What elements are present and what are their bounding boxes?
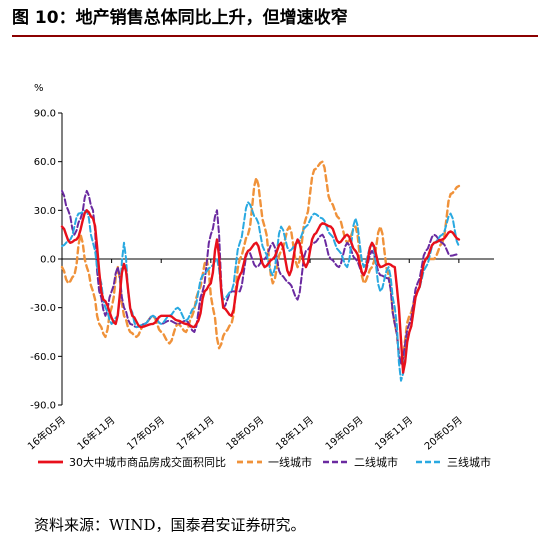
x-tick-label: 20年05月 [422, 413, 465, 452]
y-tick-label: 90.0 [34, 109, 56, 120]
x-tick-label: 17年11月 [174, 413, 217, 452]
y-tick-label: 0.0 [40, 255, 56, 266]
chart-series [60, 160, 461, 382]
y-tick-label: -30.0 [30, 303, 56, 314]
chart-legend: 30大中城市商品房成交面积同比 一线城市 二线城市 三线城市 [38, 455, 491, 469]
x-tick-label: 17年05月 [124, 413, 167, 452]
y-tick-label: 30.0 [34, 206, 56, 217]
source-note: 资料来源：WIND，国泰君安证券研究。 [34, 516, 306, 534]
x-tick-label: 18年11月 [273, 413, 316, 452]
x-tick-label: 16年05月 [25, 413, 68, 452]
x-tick-label: 19年05月 [322, 413, 365, 452]
legend-label-2: 一线城市 [268, 455, 312, 469]
series-line-3 [61, 189, 460, 366]
figure-title: 图 10：地产销售总体同比上升，但增速收窄 [12, 3, 538, 37]
y-tick-label: 60.0 [34, 157, 56, 168]
legend-label-3: 二线城市 [354, 455, 398, 469]
legend-label-1: 30大中城市商品房成交面积同比 [69, 455, 226, 469]
series-line-1 [60, 209, 461, 374]
x-tick-label: 19年11月 [372, 413, 415, 452]
y-tick-label: -90.0 [30, 401, 56, 412]
x-tick-label: 16年11月 [74, 413, 117, 452]
y-tick-label: -60.0 [30, 352, 56, 363]
legend-label-4: 三线城市 [447, 455, 491, 469]
y-unit-label: % [34, 83, 44, 94]
x-tick-label: 18年05月 [223, 413, 266, 452]
